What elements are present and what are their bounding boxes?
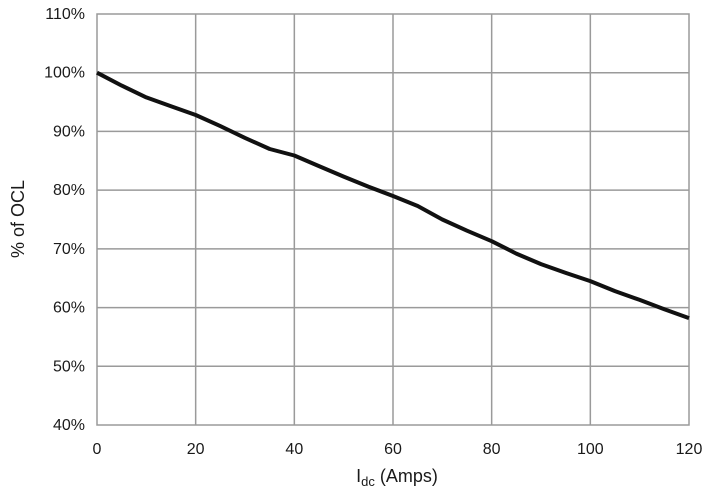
x-axis-title-subscript: dc — [361, 474, 375, 489]
x-tick-label: 100 — [577, 441, 604, 458]
x-tick-label: 0 — [93, 441, 102, 458]
y-tick-label: 100% — [44, 65, 85, 82]
y-tick-label: 90% — [53, 123, 85, 140]
y-tick-label: 110% — [45, 6, 85, 23]
y-tick-label: 40% — [53, 417, 85, 434]
grid — [96, 13, 690, 426]
y-tick-label: 80% — [53, 182, 85, 199]
x-axis-title-main: I — [356, 466, 361, 486]
series-group — [96, 70, 690, 320]
x-tick-label: 20 — [187, 441, 205, 458]
x-tick-label: 80 — [483, 441, 501, 458]
x-axis-title-unit: (Amps) — [375, 466, 438, 486]
series-line — [96, 70, 690, 320]
y-tick-label: 60% — [53, 300, 85, 317]
y-tick-label: 70% — [53, 241, 85, 258]
y-axis-title: % of OCL — [8, 180, 28, 258]
x-axis-title: Idc (Amps) — [356, 466, 438, 489]
x-tick-label: 60 — [384, 441, 402, 458]
y-tick-label: 50% — [53, 358, 85, 375]
x-tick-label: 120 — [676, 441, 703, 458]
tick-labels: 40% 50% 60% 70% 80% 90% 100% 110% 0 20 40 60 80 100 12… — [44, 6, 702, 458]
x-tick-label: 40 — [285, 441, 303, 458]
